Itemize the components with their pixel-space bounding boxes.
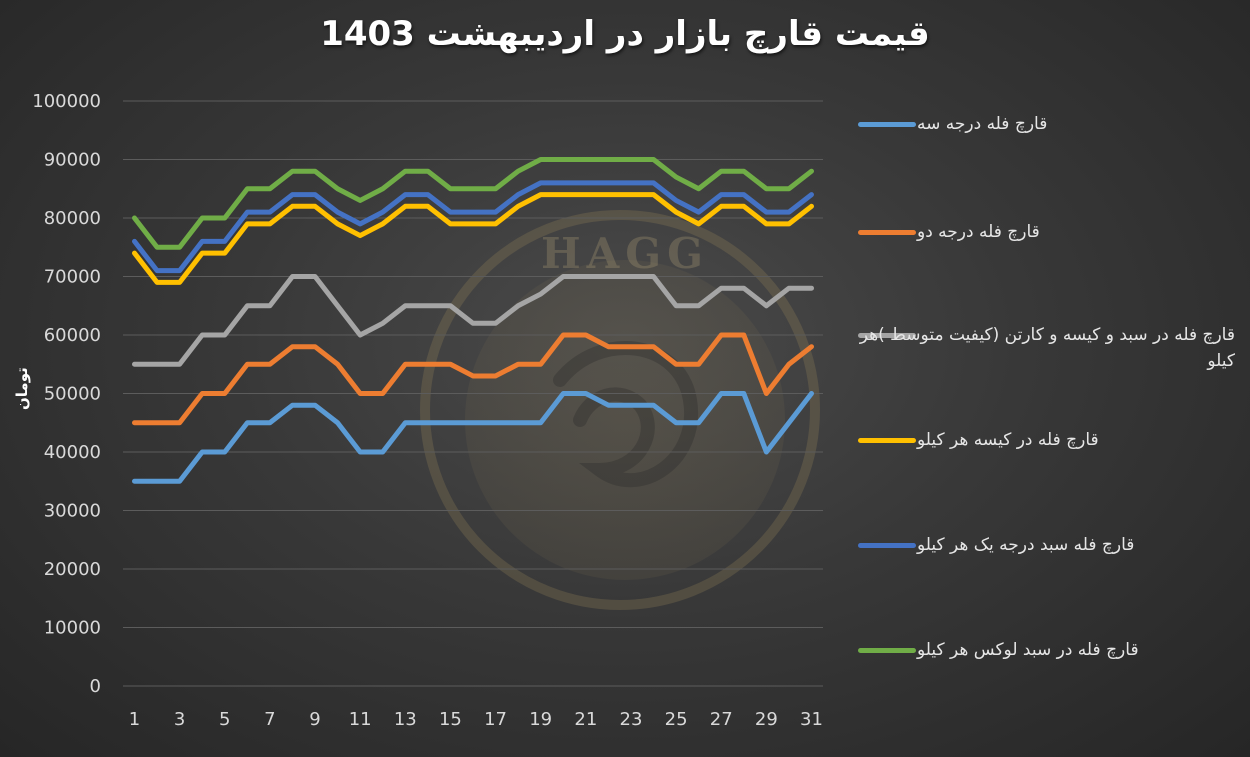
y-tick-label: 10000 — [44, 618, 101, 639]
y-tick-label: 60000 — [44, 325, 101, 346]
y-tick-label: 20000 — [44, 559, 101, 580]
y-tick-label: 100000 — [32, 91, 101, 112]
y-axis-ticks: 0 10000 20000 30000 40000 50000 60000 70000 8000… — [32, 91, 101, 697]
legend-swatch — [858, 122, 916, 127]
x-tick-label: 25 — [665, 709, 688, 730]
y-tick-label: 30000 — [44, 501, 101, 522]
x-tick-label: 5 — [219, 709, 230, 730]
watermark-text: HAGG — [541, 229, 709, 278]
legend-swatch — [858, 438, 916, 443]
legend-swatch — [858, 333, 916, 338]
series-line-4 — [132, 192, 814, 285]
x-tick-label: 19 — [529, 709, 552, 730]
legend-label: قارچ فله درجه سه — [917, 114, 1048, 134]
legend-label: قارچ فله در سبد و کیسه و کارتن (کیفیت مت… — [859, 325, 1235, 371]
x-tick-label: 31 — [800, 709, 823, 730]
y-tick-label: 0 — [90, 676, 101, 697]
x-tick-label: 17 — [484, 709, 507, 730]
series-line-5 — [132, 180, 814, 274]
legend-label: قارچ فله در سبد لوکس هر کیلو — [917, 640, 1139, 660]
y-tick-label: 70000 — [44, 267, 101, 288]
x-tick-label: 21 — [574, 709, 597, 730]
x-tick-label: 23 — [620, 709, 643, 730]
x-tick-label: 15 — [439, 709, 462, 730]
legend-label: قارچ فله سبد درجه یک هر کیلو — [917, 535, 1135, 555]
x-tick-label: 9 — [309, 709, 320, 730]
hagg-watermark-logo: HAGG — [420, 210, 820, 610]
x-tick-label: 29 — [755, 709, 778, 730]
legend-swatch — [858, 543, 916, 548]
legend-label: قارچ فله درجه دو — [917, 222, 1040, 242]
x-tick-label: 13 — [394, 709, 417, 730]
series-line-6 — [132, 157, 814, 250]
x-tick-label: 11 — [349, 709, 372, 730]
x-tick-label: 3 — [174, 709, 185, 730]
series-lines — [132, 157, 814, 484]
y-tick-label: 50000 — [44, 384, 101, 405]
x-tick-label: 7 — [264, 709, 275, 730]
y-tick-label: 80000 — [44, 208, 101, 229]
legend-swatch — [858, 648, 916, 653]
legend-label: قارچ فله در کیسه هر کیلو — [917, 430, 1099, 450]
y-tick-label: 90000 — [44, 150, 101, 171]
x-axis-ticks: 1 3 5 7 9 11 13 15 17 19 21 23 25 27 29 31 — [129, 709, 823, 730]
chart-title: قیمت قارچ بازار در اردیبهشت 1403 — [320, 14, 930, 54]
series-line-3 — [132, 274, 814, 367]
series-line-1 — [132, 391, 814, 484]
x-tick-label: 27 — [710, 709, 733, 730]
series-line-2 — [132, 332, 814, 426]
legend-swatch — [858, 230, 916, 235]
y-tick-label: 40000 — [44, 442, 101, 463]
x-tick-label: 1 — [129, 709, 140, 730]
